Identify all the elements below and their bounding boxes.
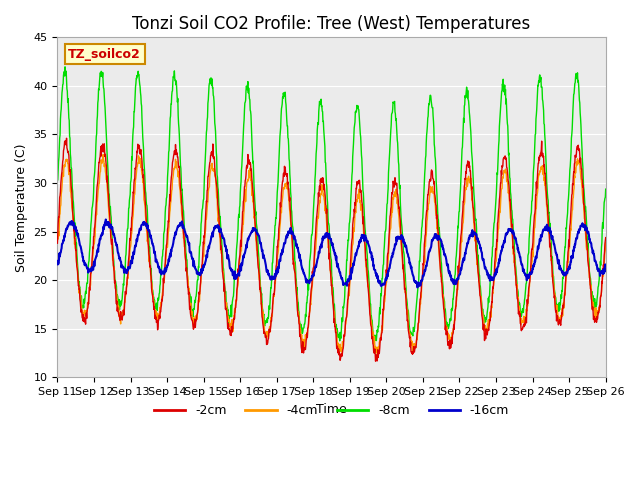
Title: Tonzi Soil CO2 Profile: Tree (West) Temperatures: Tonzi Soil CO2 Profile: Tree (West) Temp… (132, 15, 531, 33)
Legend: -2cm, -4cm, -8cm, -16cm: -2cm, -4cm, -8cm, -16cm (149, 399, 514, 422)
Text: TZ_soilco2: TZ_soilco2 (68, 48, 141, 60)
X-axis label: Time: Time (316, 403, 347, 416)
Y-axis label: Soil Temperature (C): Soil Temperature (C) (15, 143, 28, 272)
